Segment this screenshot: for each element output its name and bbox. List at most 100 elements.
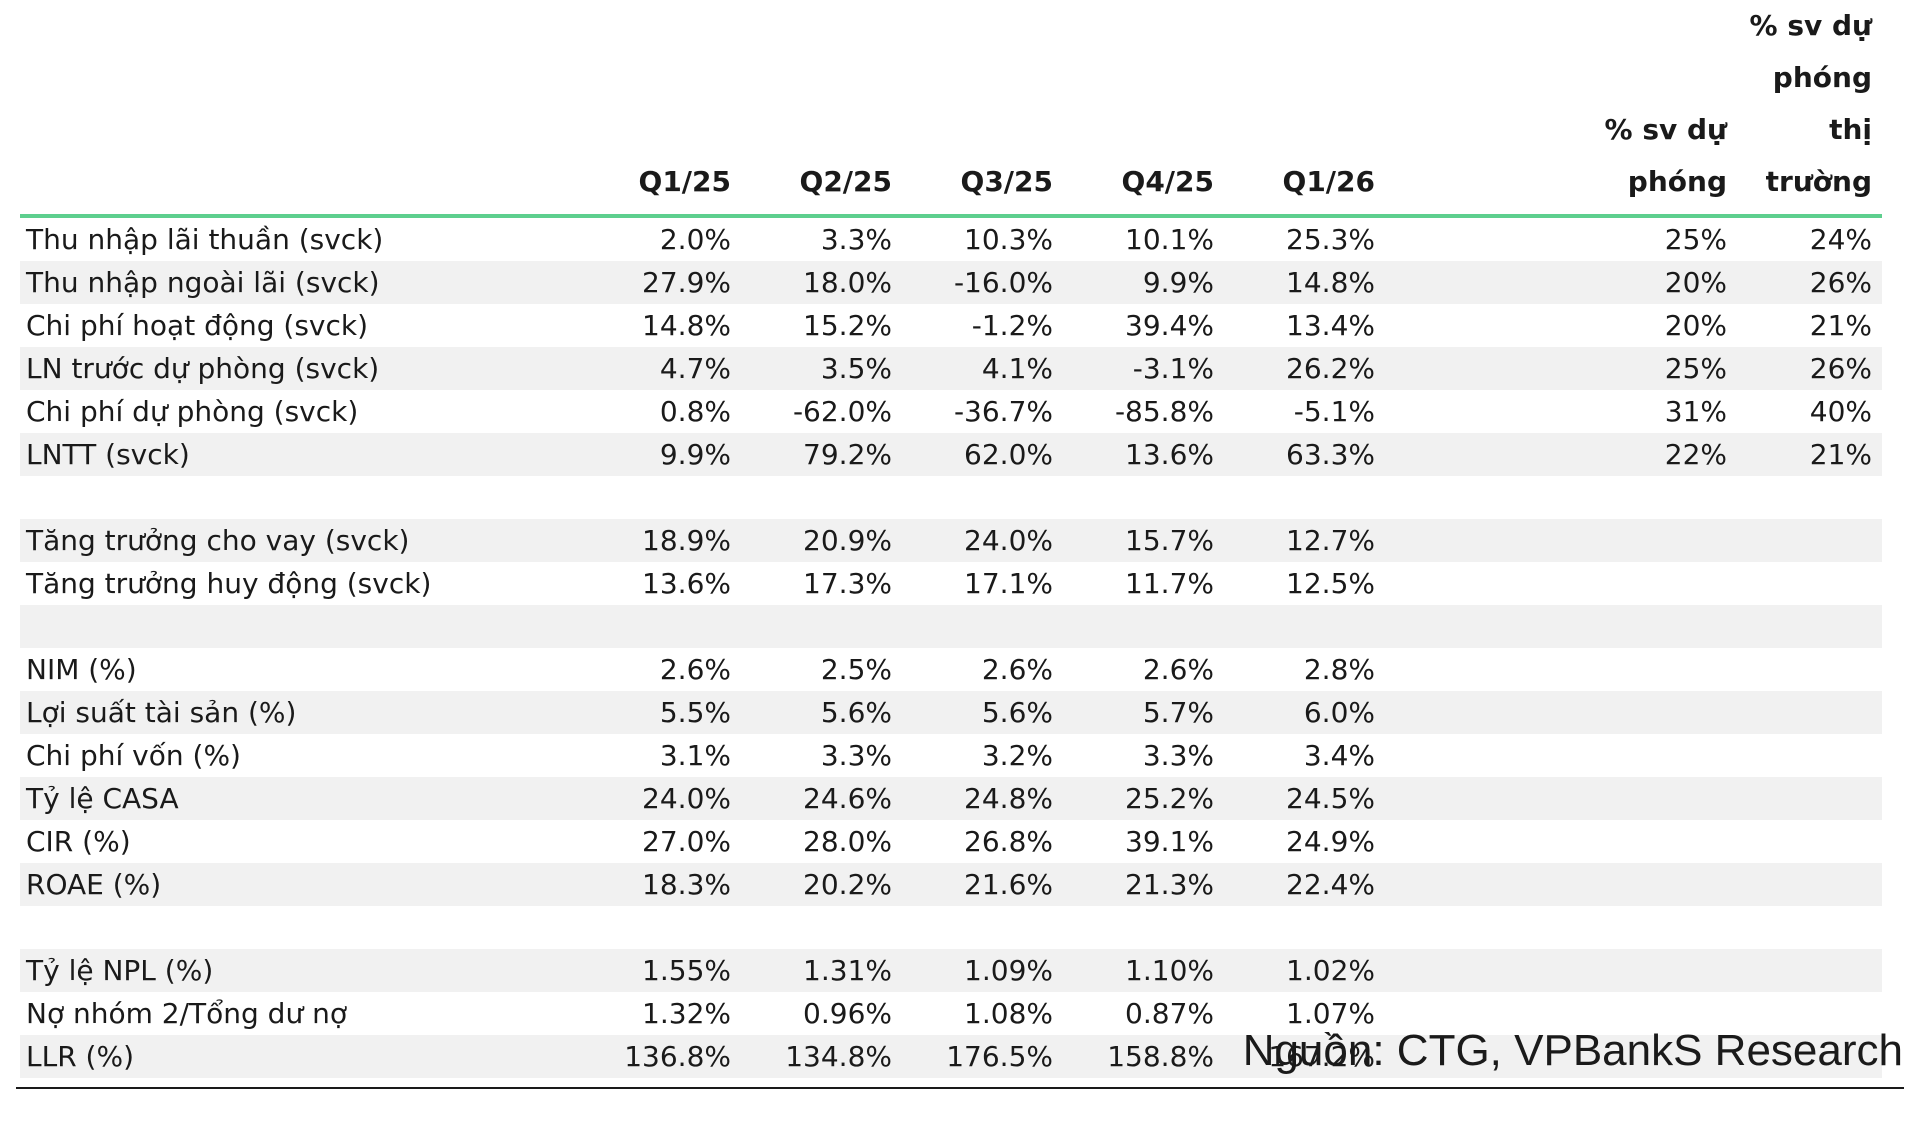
table-row: Chi phí vốn (%) 3.1% 3.3% 3.2% 3.3% 3.4% [20,734,1882,777]
cell-q1-26 [1224,605,1385,648]
cell-pct-market [1737,1035,1882,1078]
cell-q1-26: 2.8% [1303,653,1375,686]
cell-pct-forecast: 25% [1664,223,1727,256]
cell-spacer [1385,1035,1530,1078]
cell-q1-25: 4.7% [580,347,741,390]
cell-q2-25: 3.3% [820,223,892,256]
cell-q3-25: 24.0% [902,519,1063,562]
cell-q1-26: 24.9% [1286,825,1375,858]
row-label: Tỷ lệ NPL (%) [20,949,580,992]
cell-spacer [1385,863,1530,906]
cell-q1-26 [1224,476,1385,519]
row-label [20,605,580,648]
cell-q3-25: -16.0% [902,261,1063,304]
table-body: Thu nhập lãi thuần (svck) 2.0% 3.3% 10.3% 10… [20,216,1882,1078]
cell-q4-25: 11.7% [1125,567,1214,600]
table-spacer-row [20,605,1882,648]
cell-pct-market [1737,734,1882,777]
row-label: ROAE (%) [20,863,580,906]
cell-q4-25: 5.7% [1063,691,1224,734]
cell-q1-26: 25.3% [1286,223,1375,256]
cell-q3-25: 5.6% [902,691,1063,734]
cell-q2-25: 18.0% [741,261,902,304]
cell-q2-25 [741,906,902,949]
cell-q3-25: 10.3% [964,223,1053,256]
table-row: Thu nhập ngoài lãi (svck) 27.9% 18.0% -16.0… [20,261,1882,304]
row-label: CIR (%) [26,825,131,858]
row-label: Tăng trưởng cho vay (svck) [20,519,580,562]
cell-pct-forecast: 20% [1530,261,1737,304]
cell-q4-25: 10.1% [1125,223,1214,256]
cell-q2-25 [741,476,902,519]
cell-spacer [1385,476,1530,519]
cell-q3-25: 24.8% [902,777,1063,820]
cell-q3-25: -36.7% [953,395,1053,428]
cell-q2-25: 3.3% [820,739,892,772]
cell-pct-market [1737,906,1882,949]
cell-pct-market [1737,777,1882,820]
row-label: LNTT (svck) [20,433,580,476]
cell-q1-25: 27.9% [580,261,741,304]
cell-spacer [1385,433,1530,476]
cell-pct-forecast [1530,605,1737,648]
cell-q3-25: 21.6% [902,863,1063,906]
cell-q2-25: 2.5% [820,653,892,686]
cell-pct-forecast [1530,691,1737,734]
cell-spacer [1385,605,1530,648]
cell-q1-26: -5.1% [1293,395,1375,428]
table-row: LLR (%) 136.8% 134.8% 176.5% 158.8% 167.2% [20,1035,1882,1078]
cell-q4-25: 25.2% [1063,777,1224,820]
cell-pct-market: 26% [1737,347,1882,390]
table-row: LNTT (svck) 9.9% 79.2% 62.0% 13.6% 63.3% 22% 21… [20,433,1882,476]
cell-q1-25: 1.32% [642,997,731,1030]
cell-q1-25 [580,605,741,648]
cell-pct-forecast: 20% [1664,309,1727,342]
cell-pct-market: 21% [1737,433,1882,476]
cell-q1-26 [1224,906,1385,949]
cell-q4-25: 158.8% [1063,1035,1224,1078]
row-label: LN trước dự phòng (svck) [20,347,580,390]
header-q1-25: Q1/25 [580,0,741,218]
cell-q2-25: 1.31% [741,949,902,992]
header-q3-25: Q3/25 [902,0,1063,218]
cell-q1-26: 12.7% [1224,519,1385,562]
row-label: Chi phí dự phòng (svck) [26,395,359,428]
cell-q3-25 [902,605,1063,648]
cell-q4-25 [1063,476,1224,519]
cell-pct-forecast [1530,519,1737,562]
cell-q1-26: 24.5% [1224,777,1385,820]
table-row: Lợi suất tài sản (%) 5.5% 5.6% 5.6% 5.7% 6.0% [20,691,1882,734]
header-spacer [1385,0,1530,218]
cell-pct-market: 26% [1737,261,1882,304]
cell-q2-25: 79.2% [741,433,902,476]
header-q2-25: Q2/25 [741,0,902,218]
cell-pct-market [1737,476,1882,519]
cell-q4-25: -85.8% [1114,395,1214,428]
cell-q1-26: 63.3% [1224,433,1385,476]
cell-q1-25: 0.8% [659,395,731,428]
cell-q1-25: 2.6% [659,653,731,686]
cell-pct-forecast [1530,734,1737,777]
cell-q1-25: 14.8% [642,309,731,342]
cell-q2-25: 20.9% [741,519,902,562]
table-row: Tỷ lệ NPL (%) 1.55% 1.31% 1.09% 1.10% 1.02% [20,949,1882,992]
header-row: Q1/25 Q2/25 Q3/25 Q4/25 Q1/26 % sv dự ph… [20,0,1882,218]
cell-spacer [1385,906,1530,949]
cell-q3-25: 1.08% [964,997,1053,1030]
row-label [20,476,580,519]
cell-q3-25: 1.09% [902,949,1063,992]
cell-spacer [1385,734,1530,777]
cell-pct-market [1737,949,1882,992]
cell-q4-25 [1063,906,1224,949]
cell-q1-26: 1.02% [1224,949,1385,992]
cell-pct-forecast [1530,562,1737,605]
row-label: Thu nhập lãi thuần (svck) [26,223,384,256]
table-row: NIM (%) 2.6% 2.5% 2.6% 2.6% 2.8% [20,648,1882,691]
cell-q3-25: -1.2% [971,309,1053,342]
cell-spacer [1385,691,1530,734]
row-label: Chi phí vốn (%) [26,739,241,772]
cell-pct-market [1737,648,1882,691]
cell-q1-26: 26.2% [1224,347,1385,390]
cell-q1-25: 24.0% [580,777,741,820]
cell-q3-25: 26.8% [964,825,1053,858]
